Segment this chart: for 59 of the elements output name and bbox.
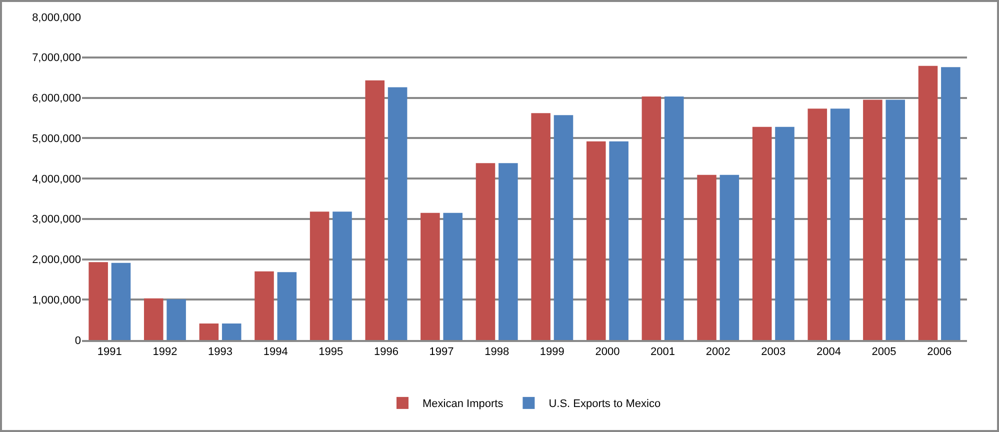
bar <box>697 174 716 340</box>
y-tick-label: 4,000,000 <box>32 173 81 186</box>
x-tick-label: 2000 <box>595 346 620 358</box>
y-tick-label: 2,000,000 <box>32 254 81 266</box>
x-tick-label: 2005 <box>872 346 896 358</box>
bar <box>388 87 408 340</box>
bar <box>498 163 518 340</box>
y-tick-label: 5,000,000 <box>32 132 81 145</box>
bar <box>332 212 352 340</box>
bar <box>310 212 330 340</box>
x-tick-label: 1995 <box>318 346 344 358</box>
y-tick-label: 0 <box>74 334 81 347</box>
bar <box>531 113 550 340</box>
x-tick-label: 1993 <box>208 346 233 358</box>
x-tick-label: 1996 <box>374 346 398 358</box>
bar <box>941 67 960 340</box>
bar <box>365 80 385 340</box>
x-tick-label: 1999 <box>540 346 564 358</box>
x-tick-label: 1997 <box>429 346 454 358</box>
x-tick-label: 2001 <box>650 346 676 358</box>
y-tick-label: 1,000,000 <box>32 294 81 306</box>
y-tick-label: 7,000,000 <box>32 52 81 64</box>
x-tick-label: 1992 <box>152 346 178 358</box>
bar <box>830 108 850 340</box>
x-tick-label: 1991 <box>97 346 122 358</box>
y-tick-label: 6,000,000 <box>32 92 81 105</box>
bar <box>886 100 906 340</box>
bar <box>609 141 628 340</box>
bar <box>808 108 828 340</box>
bar <box>642 96 662 340</box>
bar <box>420 212 440 340</box>
bar <box>720 174 740 340</box>
x-tick-label: 2004 <box>816 346 841 358</box>
legend-label: U.S. Exports to Mexico <box>548 398 661 410</box>
bar <box>554 115 574 340</box>
bar <box>775 126 794 340</box>
bar <box>918 66 938 340</box>
bar <box>111 262 131 340</box>
bar <box>752 126 772 340</box>
bar <box>199 323 219 340</box>
bar <box>664 96 684 340</box>
x-tick-label: 2002 <box>706 346 730 358</box>
x-tick-label: 2003 <box>761 346 786 358</box>
legend-label: Mexican Imports <box>422 398 504 410</box>
bar <box>88 262 108 340</box>
bar <box>476 163 496 340</box>
bar <box>254 271 274 340</box>
bar <box>863 100 882 340</box>
x-tick-label: 1994 <box>263 346 288 358</box>
y-tick-label: 3,000,000 <box>32 214 81 226</box>
y-tick-label: 8,000,000 <box>32 12 81 24</box>
bar <box>166 299 186 340</box>
bar <box>443 212 463 340</box>
bar <box>586 141 606 340</box>
bar <box>277 272 297 340</box>
bar <box>144 298 164 340</box>
x-tick-label: 1998 <box>484 346 510 358</box>
bar <box>222 323 242 340</box>
x-tick-label: 2006 <box>927 346 952 358</box>
